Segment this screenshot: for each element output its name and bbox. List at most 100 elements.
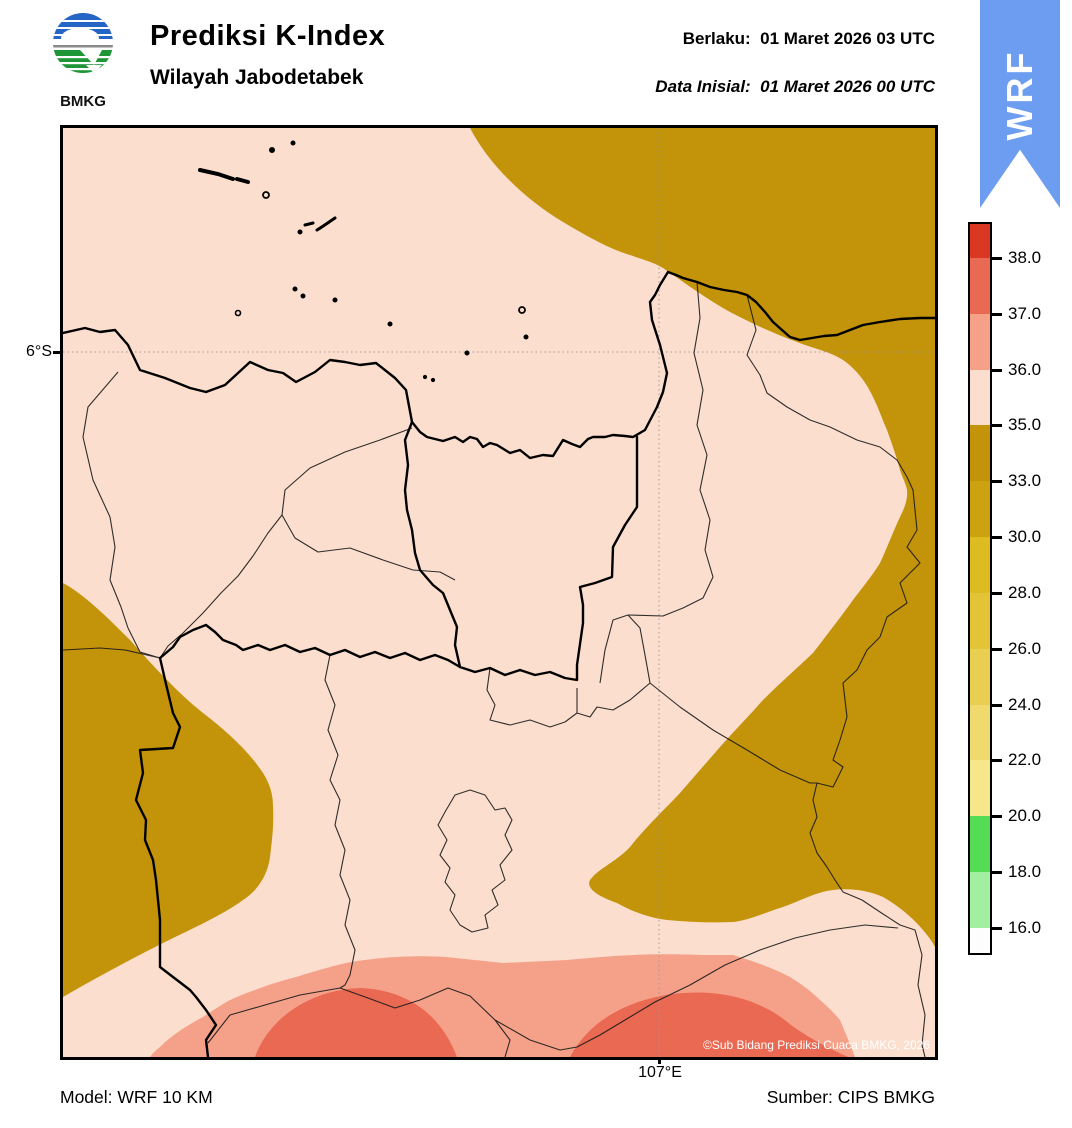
boundary-depok-south bbox=[486, 667, 578, 728]
colorbar-tick-label: 33.0 bbox=[1008, 471, 1042, 490]
lon-axis-tick bbox=[658, 1058, 661, 1064]
init-time-value: 01 Maret 2026 00 UTC bbox=[760, 77, 935, 96]
island bbox=[235, 177, 250, 184]
colorbar-segment bbox=[970, 705, 990, 760]
source-label: Sumber: CIPS BMKG bbox=[766, 1087, 935, 1107]
colorbar-segment bbox=[970, 258, 990, 314]
copyright-text: ©Sub Bidang Prediksi Cuaca BMKG, 2026 bbox=[703, 1038, 930, 1052]
island bbox=[430, 377, 436, 383]
model-label: Model: WRF 10 KM bbox=[60, 1087, 213, 1107]
coastline bbox=[63, 270, 935, 460]
islands-kepulauan-seribu bbox=[198, 140, 529, 383]
lat-axis-label: 6°S bbox=[26, 343, 52, 360]
bmkg-logo: BMKG bbox=[53, 13, 113, 110]
contour-fill-33-35-east bbox=[470, 128, 935, 947]
colorbar-tick-label: 30.0 bbox=[1008, 527, 1042, 546]
colorbar-segment bbox=[970, 425, 990, 481]
colorbar-segment bbox=[970, 928, 990, 953]
colorbar-tick bbox=[992, 535, 1002, 539]
boundary-tangerang-city bbox=[281, 427, 456, 581]
admin-boundaries-thin bbox=[63, 281, 926, 1057]
colorbar-tick bbox=[992, 647, 1002, 651]
colorbar-tick bbox=[992, 423, 1002, 427]
boundary-dki-jakarta bbox=[403, 420, 639, 682]
colorbar-tick-label: 16.0 bbox=[1008, 918, 1042, 937]
colorbar-tick bbox=[992, 758, 1002, 762]
island bbox=[234, 309, 242, 317]
colorbar-segment bbox=[970, 872, 990, 928]
valid-time-value: 01 Maret 2026 03 UTC bbox=[760, 29, 935, 48]
colorbar-segment bbox=[970, 370, 990, 425]
contour-fill-37-38-southwest bbox=[255, 988, 457, 1057]
island bbox=[303, 221, 315, 227]
colorbar-segment bbox=[970, 593, 990, 649]
boundary-tangerang-west bbox=[82, 371, 161, 659]
colorbar-tick bbox=[992, 703, 1002, 707]
colorbar-tick bbox=[992, 256, 1002, 260]
colorbar-tick-label: 20.0 bbox=[1008, 806, 1042, 825]
boundary-serang-east-west bbox=[63, 647, 161, 659]
island bbox=[518, 306, 526, 314]
colorbar-segment bbox=[970, 537, 990, 593]
colorbar-tick bbox=[992, 368, 1002, 372]
colorbar-tick-label: 36.0 bbox=[1008, 360, 1042, 379]
boundary-karawang bbox=[746, 294, 926, 1057]
boundary-bekasi-city bbox=[627, 281, 714, 617]
page-title: Prediksi K-Index bbox=[150, 20, 386, 52]
island bbox=[387, 321, 393, 327]
init-time-line: Data Inisial: 01 Maret 2026 00 UTC bbox=[460, 77, 935, 97]
colorbar-tick bbox=[992, 591, 1002, 595]
colorbar-tick bbox=[992, 479, 1002, 483]
boundary-bogor-southeast bbox=[494, 924, 899, 1051]
coastline-and-province-boundaries bbox=[63, 270, 935, 1057]
colorbar-tick bbox=[992, 814, 1002, 818]
island bbox=[269, 147, 275, 153]
contour-fill-37-38-southcenter bbox=[570, 992, 848, 1057]
bmkg-logo-text: BMKG bbox=[60, 93, 106, 110]
colorbar-tick-label: 24.0 bbox=[1008, 695, 1042, 714]
map-canvas: ©Sub Bidang Prediksi Cuaca BMKG, 2026 bbox=[60, 125, 938, 1060]
boundary-bogor-west bbox=[324, 654, 356, 989]
colorbar-tick bbox=[992, 870, 1002, 874]
wrf-ribbon: WRF bbox=[980, 0, 1060, 208]
colorbar-segment bbox=[970, 314, 990, 370]
colorbar-tick-label: 37.0 bbox=[1008, 304, 1042, 323]
contour-fill-33-35-west bbox=[63, 583, 274, 997]
colorbar-segment bbox=[970, 481, 990, 537]
init-time-label: Data Inisial: bbox=[655, 77, 751, 96]
colorbar-segment bbox=[970, 816, 990, 872]
wrf-ribbon-text: WRF bbox=[999, 49, 1040, 141]
colorbar-tick bbox=[992, 312, 1002, 316]
island bbox=[422, 374, 428, 380]
island bbox=[300, 293, 306, 299]
colorbar-segment bbox=[970, 760, 990, 816]
colorbar-segment bbox=[970, 649, 990, 705]
colorbar bbox=[968, 222, 992, 955]
bmkg-logo-globe bbox=[53, 13, 113, 73]
colorbar-tick-label: 18.0 bbox=[1008, 862, 1042, 881]
boundary-tangerang-south bbox=[159, 514, 283, 659]
island bbox=[297, 229, 303, 235]
island bbox=[198, 168, 235, 181]
boundary-banten-jabar-east bbox=[158, 623, 462, 669]
colorbar-tick-label: 35.0 bbox=[1008, 415, 1042, 434]
colorbar-tick-label: 26.0 bbox=[1008, 639, 1042, 658]
boundary-banten-jabar-south bbox=[134, 656, 218, 1057]
valid-time-label: Berlaku: bbox=[682, 29, 751, 48]
valid-time-line: Berlaku: 01 Maret 2026 03 UTC bbox=[460, 29, 935, 49]
island bbox=[262, 191, 270, 199]
lat-axis-tick bbox=[53, 351, 60, 354]
boundary-kota-bogor bbox=[437, 789, 513, 933]
island bbox=[292, 286, 298, 292]
island bbox=[290, 140, 296, 146]
island bbox=[315, 216, 337, 232]
island bbox=[523, 334, 529, 340]
colorbar-tick-label: 38.0 bbox=[1008, 248, 1042, 267]
colorbar-segment bbox=[970, 224, 990, 258]
colorbar-tick bbox=[992, 926, 1002, 930]
colorbar-tick-label: 22.0 bbox=[1008, 750, 1042, 769]
page-subtitle: Wilayah Jabodetabek bbox=[150, 66, 364, 89]
island bbox=[464, 350, 470, 356]
lon-axis-label: 107°E bbox=[638, 1064, 682, 1081]
